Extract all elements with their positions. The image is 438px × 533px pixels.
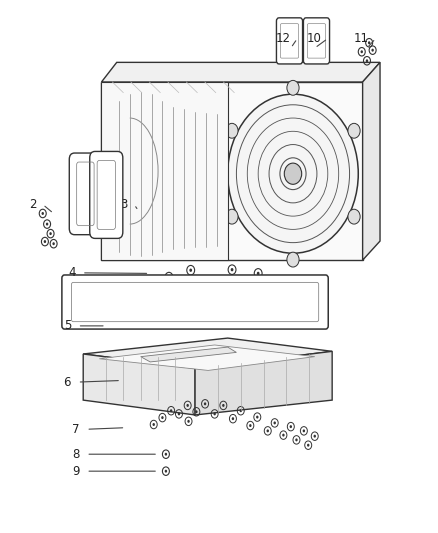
Circle shape bbox=[273, 422, 276, 424]
Polygon shape bbox=[83, 354, 195, 415]
Circle shape bbox=[226, 123, 238, 138]
Circle shape bbox=[290, 425, 292, 428]
Circle shape bbox=[282, 434, 285, 437]
Text: 5: 5 bbox=[64, 319, 71, 333]
Circle shape bbox=[231, 268, 233, 271]
Polygon shape bbox=[195, 351, 332, 415]
Circle shape bbox=[226, 209, 238, 224]
Circle shape bbox=[165, 453, 167, 456]
Text: 4: 4 bbox=[68, 266, 75, 279]
Circle shape bbox=[187, 420, 190, 423]
Text: 2: 2 bbox=[29, 198, 36, 211]
Circle shape bbox=[228, 94, 358, 253]
Circle shape bbox=[170, 409, 172, 412]
Circle shape bbox=[46, 223, 48, 225]
Text: 7: 7 bbox=[72, 423, 80, 436]
Circle shape bbox=[295, 439, 298, 441]
FancyBboxPatch shape bbox=[280, 23, 299, 58]
Circle shape bbox=[189, 269, 192, 272]
Circle shape bbox=[371, 49, 374, 52]
Circle shape bbox=[284, 163, 302, 184]
FancyBboxPatch shape bbox=[69, 153, 102, 235]
Circle shape bbox=[287, 80, 299, 95]
Text: 6: 6 bbox=[64, 376, 71, 389]
Circle shape bbox=[152, 423, 155, 426]
Circle shape bbox=[53, 242, 55, 245]
Text: 9: 9 bbox=[72, 465, 80, 478]
Circle shape bbox=[240, 409, 242, 412]
Circle shape bbox=[214, 281, 217, 284]
Circle shape bbox=[267, 430, 269, 432]
Circle shape bbox=[195, 410, 198, 413]
Circle shape bbox=[204, 402, 206, 405]
FancyBboxPatch shape bbox=[90, 151, 123, 238]
Circle shape bbox=[44, 240, 46, 243]
FancyBboxPatch shape bbox=[71, 282, 319, 321]
Text: 1: 1 bbox=[83, 198, 91, 211]
Polygon shape bbox=[102, 82, 228, 260]
Circle shape bbox=[303, 430, 305, 432]
Circle shape bbox=[168, 276, 170, 279]
Polygon shape bbox=[363, 62, 380, 260]
Circle shape bbox=[187, 404, 189, 407]
Circle shape bbox=[366, 59, 368, 62]
Text: 3: 3 bbox=[120, 198, 127, 211]
Circle shape bbox=[222, 404, 225, 407]
Circle shape bbox=[368, 41, 371, 44]
Circle shape bbox=[249, 424, 251, 427]
Text: 12: 12 bbox=[276, 32, 291, 45]
Text: 8: 8 bbox=[72, 448, 80, 461]
Circle shape bbox=[161, 416, 164, 419]
Polygon shape bbox=[102, 82, 363, 260]
Polygon shape bbox=[141, 347, 237, 362]
Circle shape bbox=[348, 209, 360, 224]
Polygon shape bbox=[83, 338, 332, 368]
Circle shape bbox=[287, 252, 299, 267]
Text: 10: 10 bbox=[307, 32, 321, 45]
FancyBboxPatch shape bbox=[62, 275, 328, 329]
Circle shape bbox=[314, 435, 316, 438]
Circle shape bbox=[257, 272, 260, 275]
FancyBboxPatch shape bbox=[276, 18, 303, 64]
Circle shape bbox=[232, 417, 234, 420]
Circle shape bbox=[348, 123, 360, 138]
Circle shape bbox=[165, 470, 167, 473]
Text: 11: 11 bbox=[354, 32, 369, 45]
Circle shape bbox=[213, 413, 216, 415]
FancyBboxPatch shape bbox=[307, 23, 325, 58]
FancyBboxPatch shape bbox=[304, 18, 329, 64]
Circle shape bbox=[178, 413, 180, 415]
Circle shape bbox=[42, 212, 44, 215]
Circle shape bbox=[360, 50, 363, 53]
Circle shape bbox=[49, 232, 52, 235]
Circle shape bbox=[307, 443, 309, 447]
Polygon shape bbox=[102, 62, 380, 82]
Circle shape bbox=[256, 416, 258, 418]
Polygon shape bbox=[99, 345, 315, 370]
